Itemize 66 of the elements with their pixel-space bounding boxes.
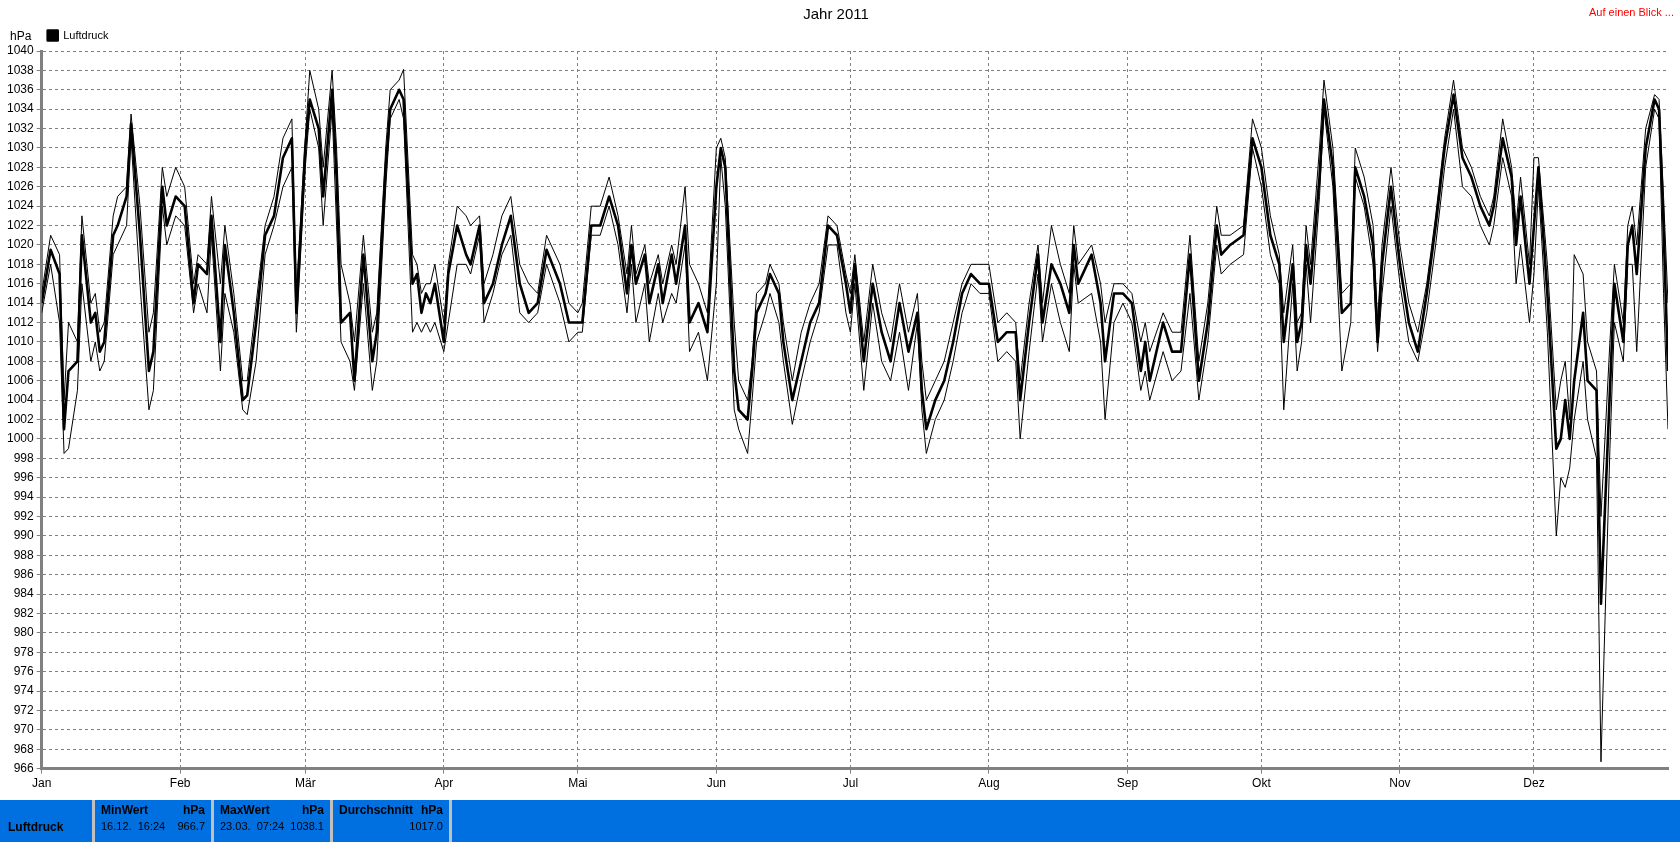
y-tick-label: 1038: [6, 62, 35, 77]
y-tick-label: 998: [13, 450, 35, 465]
text: Luftdruck: [7, 819, 65, 836]
y-tick-label: 1024: [6, 198, 35, 213]
x-tick-label: Apr: [434, 776, 454, 791]
y-tick-label: 1040: [6, 43, 35, 58]
y-tick-label: 992: [13, 508, 35, 523]
x-tick-label: Mär: [294, 776, 316, 791]
y-tick-label: 968: [13, 741, 35, 756]
y-tick-label: 1022: [6, 217, 35, 232]
y-tick-label: 972: [13, 702, 35, 717]
text: hPa: [182, 803, 205, 817]
x-tick-label: Jan: [32, 776, 52, 791]
y-tick-label: 994: [13, 489, 35, 504]
y-tick-label: 1006: [6, 373, 35, 388]
y-tick-label: 1020: [6, 237, 35, 252]
y-tick-label: 978: [13, 644, 35, 659]
text: MaxWert: [220, 803, 270, 817]
text: hPa: [420, 803, 443, 817]
x-tick-label: Jun: [706, 776, 727, 791]
y-tick-label: 976: [13, 663, 35, 678]
text: 16.12. 16:24: [101, 820, 166, 832]
y-tick-label: 984: [13, 586, 35, 601]
text: Auf einen Blick ...: [1589, 6, 1674, 18]
y-tick-label: 1028: [6, 159, 35, 174]
x-tick-label: Aug: [978, 776, 1000, 791]
y-tick-label: 982: [13, 605, 35, 620]
y-tick-label: 966: [13, 760, 35, 775]
y-tick-label: 1000: [6, 431, 35, 446]
y-tick-label: 980: [13, 625, 35, 640]
text: MinWert: [101, 803, 149, 817]
text: 1017.0: [409, 820, 443, 832]
x-tick-label: Dez: [1523, 776, 1545, 791]
y-tick-label: 1032: [6, 120, 35, 135]
legend-label: Luftdruck: [63, 28, 109, 41]
text: 23.03. 07:24: [220, 820, 285, 832]
y-tick-label: 1030: [6, 140, 35, 155]
y-tick-label: 1036: [6, 82, 35, 97]
y-tick-label: 1018: [6, 256, 35, 271]
text: Durchschnitt: [339, 803, 414, 817]
y-tick-label: 988: [13, 547, 35, 562]
y-tick-label: 970: [13, 722, 35, 737]
chart-title: Jahr 2011: [803, 5, 869, 23]
y-tick-label: 1026: [6, 179, 35, 194]
x-tick-label: Jul: [842, 776, 859, 791]
text: hPa: [301, 803, 324, 817]
y-tick-label: 986: [13, 566, 35, 581]
text: 966.7: [177, 820, 205, 832]
x-tick-label: Nov: [1389, 776, 1411, 791]
y-tick-label: 1016: [6, 276, 35, 291]
y-tick-label: 1002: [6, 411, 35, 426]
y-tick-label: 1004: [6, 392, 35, 407]
x-tick-label: Okt: [1252, 776, 1272, 791]
x-tick-label: Mai: [568, 776, 588, 791]
y-tick-label: 1034: [6, 101, 35, 116]
y-axis-title: hPa: [10, 29, 32, 44]
y-tick-label: 1010: [6, 334, 35, 349]
y-tick-label: 1008: [6, 353, 35, 368]
y-tick-label: 990: [13, 528, 35, 543]
x-tick-label: Sep: [1116, 776, 1139, 791]
y-tick-label: 974: [13, 683, 35, 698]
x-tick-label: Feb: [169, 776, 191, 791]
y-tick-label: 1012: [6, 314, 35, 329]
text: 1038.1: [290, 820, 324, 832]
y-tick-label: 996: [13, 469, 35, 484]
y-tick-label: 1014: [6, 295, 35, 310]
